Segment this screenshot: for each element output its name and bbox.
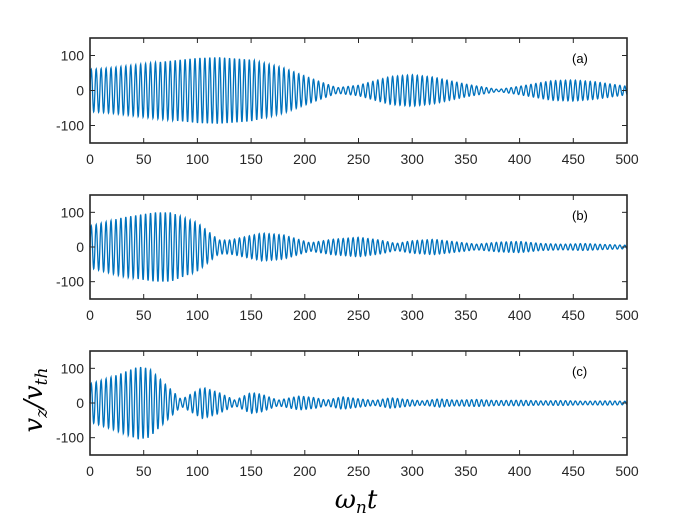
panel-a-ytick-label: 100: [61, 48, 85, 64]
panel-b-xtick-label: 0: [86, 307, 94, 323]
panel-c-xtick-label: 100: [186, 463, 210, 479]
panel-a-xtick-label: 350: [454, 151, 478, 167]
panel-a-xtick-label: 150: [239, 151, 263, 167]
panel-a-xtick-label: 300: [401, 151, 425, 167]
panel-c-series-line: [89, 366, 628, 440]
panel-a-xtick-label: 250: [347, 151, 371, 167]
panel-a-xtick-label: 100: [186, 151, 210, 167]
panel-b-series-line: [89, 212, 628, 282]
panel-b-xtick-label: 100: [186, 307, 210, 323]
panel-c-xtick-label: 150: [239, 463, 263, 479]
panel-b-xtick-label: 200: [293, 307, 317, 323]
panel-c-xtick-label: 200: [293, 463, 317, 479]
panel-a: 0 50 100 150 200 250 300 350 400 450 500 100 0 -100 (a…: [56, 37, 639, 167]
panel-a-label: (a): [572, 51, 588, 66]
panel-c-xtick-label: 450: [562, 463, 586, 479]
panel-b-xtick-label: 450: [562, 307, 586, 323]
panel-b-xtick-label: 500: [615, 307, 639, 323]
panel-b-xtick-label: 300: [401, 307, 425, 323]
panel-b-xtick-label: 400: [508, 307, 532, 323]
panel-b: 0 50 100 150 200 250 300 350 400 450 500 100 0 -100 (b…: [56, 194, 639, 323]
panel-c-xtick-label: 300: [401, 463, 425, 479]
y-axis-title: vz/vth: [19, 368, 52, 433]
panel-b-xtick-label: 250: [347, 307, 371, 323]
panel-b-xtick-label: 150: [239, 307, 263, 323]
panel-b-xtick-label: 350: [454, 307, 478, 323]
panel-c-ytick-label: 0: [76, 395, 84, 411]
panel-c-label: (c): [572, 364, 587, 379]
panel-c-ytick-label: 100: [61, 360, 85, 376]
panel-a-series-line: [89, 57, 628, 124]
panel-b-ytick-label: 0: [76, 239, 84, 255]
panel-b-ytick-label: -100: [56, 274, 84, 290]
panel-c: 0 50 100 150 200 250 300 350 400 450 500 100 0 -100 (c…: [56, 350, 639, 479]
panel-c-xtick-label: 500: [615, 463, 639, 479]
x-axis-title: ωnt: [335, 485, 378, 518]
panel-a-ytick-label: -100: [56, 118, 84, 134]
panel-a-ytick-label: 0: [76, 83, 84, 99]
panel-c-xtick-label: 50: [136, 463, 152, 479]
panel-b-ytick-label: 100: [61, 204, 85, 220]
panel-a-xtick-label: 0: [86, 151, 94, 167]
panel-c-ytick-label: -100: [56, 430, 84, 446]
panel-b-xtick-label: 50: [136, 307, 152, 323]
panel-a-xtick-label: 500: [615, 151, 639, 167]
panel-a-xtick-label: 400: [508, 151, 532, 167]
panel-b-label: (b): [572, 208, 588, 223]
panel-c-xtick-label: 350: [454, 463, 478, 479]
panel-c-xtick-label: 0: [86, 463, 94, 479]
panel-a-xtick-label: 50: [136, 151, 152, 167]
panel-c-xtick-label: 250: [347, 463, 371, 479]
panel-c-xtick-label: 400: [508, 463, 532, 479]
panel-a-xtick-label: 200: [293, 151, 317, 167]
panel-a-xtick-label: 450: [562, 151, 586, 167]
